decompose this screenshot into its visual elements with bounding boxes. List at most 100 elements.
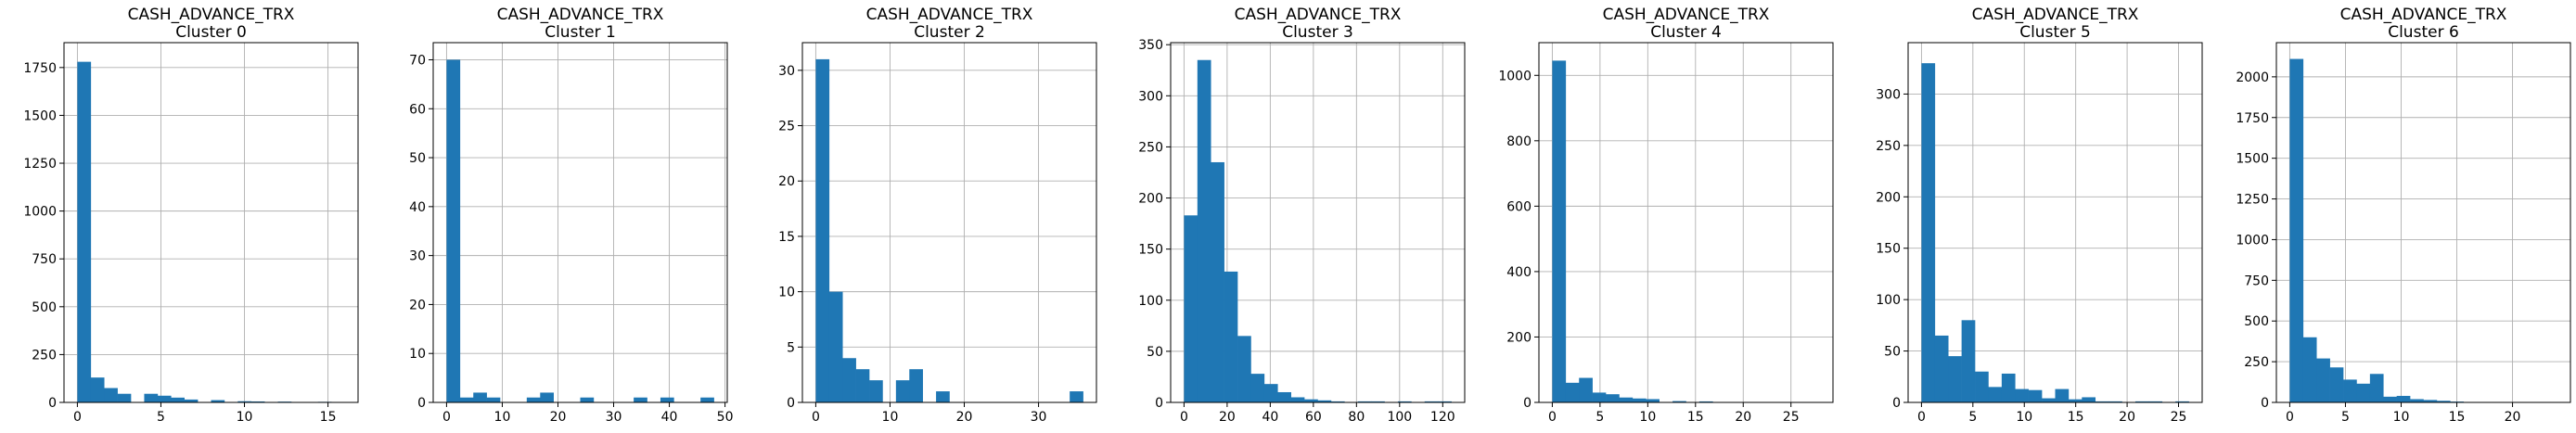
y-tick-label: 20 bbox=[409, 298, 426, 312]
histogram-bar bbox=[2055, 388, 2070, 402]
x-tick-label: 15 bbox=[2449, 410, 2466, 425]
histogram-bar bbox=[1250, 374, 1265, 402]
y-tick-label: 50 bbox=[409, 151, 426, 166]
y-tick-label: 1000 bbox=[1498, 69, 1532, 83]
x-tick-label: 5 bbox=[157, 410, 165, 425]
histogram-bar bbox=[815, 58, 830, 403]
x-tick-label: 30 bbox=[1031, 410, 1047, 425]
x-tick-label: 25 bbox=[1783, 410, 1800, 425]
histogram-bar bbox=[90, 377, 105, 402]
x-tick-label: 60 bbox=[1305, 410, 1322, 425]
histogram-bar bbox=[1424, 401, 1439, 402]
histogram-bar bbox=[580, 397, 595, 402]
y-tick-label: 0 bbox=[1892, 396, 1901, 411]
y-tick-label: 25 bbox=[778, 120, 795, 134]
y-tick-label: 1500 bbox=[23, 108, 57, 123]
y-tick-label: 40 bbox=[409, 200, 426, 215]
histogram-bar bbox=[211, 400, 225, 402]
y-tick-label: 250 bbox=[32, 348, 57, 363]
histogram-bar bbox=[446, 59, 461, 402]
histogram-bar bbox=[77, 61, 92, 402]
y-tick-label: 200 bbox=[1506, 330, 1532, 345]
y-tick-label: 2000 bbox=[2236, 70, 2269, 85]
histogram-bar bbox=[1975, 371, 1989, 402]
y-tick-label: 0 bbox=[2261, 396, 2269, 411]
x-tick-label: 20 bbox=[1735, 410, 1751, 425]
y-tick-label: 0 bbox=[1523, 396, 1532, 411]
y-tick-label: 200 bbox=[1876, 190, 1901, 205]
x-tick-label: 30 bbox=[606, 410, 622, 425]
x-tick-label: 10 bbox=[1639, 410, 1656, 425]
histogram-bar bbox=[1934, 335, 1949, 402]
histogram-bar bbox=[2134, 401, 2149, 402]
y-tick-label: 50 bbox=[1147, 345, 1163, 360]
histogram-bar bbox=[1211, 161, 1224, 402]
x-tick-label: 10 bbox=[882, 410, 899, 425]
x-tick-label: 25 bbox=[2171, 410, 2187, 425]
chart-title: CASH_ADVANCE_TRX bbox=[2340, 6, 2507, 24]
histogram-bar bbox=[1317, 400, 1332, 402]
y-tick-label: 800 bbox=[1506, 134, 1532, 149]
y-tick-label: 350 bbox=[1138, 38, 1163, 53]
y-tick-label: 300 bbox=[1138, 89, 1163, 104]
histogram-bar bbox=[1632, 398, 1647, 402]
histogram-bar bbox=[250, 401, 265, 402]
y-tick-label: 750 bbox=[32, 252, 57, 267]
chart-subtitle: Cluster 3 bbox=[1282, 23, 1353, 42]
x-tick-label: 20 bbox=[1219, 410, 1236, 425]
y-tick-label: 150 bbox=[1138, 243, 1163, 258]
histogram-bar bbox=[660, 397, 674, 402]
histogram-bar bbox=[936, 391, 950, 402]
x-tick-label: 15 bbox=[2068, 410, 2084, 425]
y-tick-label: 1000 bbox=[23, 205, 57, 220]
axes-frame bbox=[63, 42, 359, 403]
x-tick-label: 10 bbox=[2393, 410, 2410, 425]
x-tick-label: 5 bbox=[1968, 410, 1977, 425]
histogram-bar bbox=[909, 369, 923, 402]
chart-title: CASH_ADVANCE_TRX bbox=[1972, 6, 2139, 24]
histogram-bar bbox=[634, 397, 647, 402]
y-tick-label: 10 bbox=[409, 347, 426, 362]
histogram-bar bbox=[1606, 394, 1620, 402]
y-tick-label: 30 bbox=[778, 64, 795, 79]
x-tick-label: 20 bbox=[2119, 410, 2135, 425]
histogram-bar bbox=[1619, 397, 1634, 402]
histogram-bar bbox=[2108, 401, 2122, 402]
x-tick-label: 10 bbox=[494, 410, 511, 425]
y-tick-label: 60 bbox=[409, 102, 426, 117]
axes-frame bbox=[1538, 42, 1834, 403]
y-tick-label: 1500 bbox=[2236, 152, 2269, 167]
x-tick-label: 0 bbox=[442, 410, 451, 425]
x-tick-label: 5 bbox=[1596, 410, 1604, 425]
histogram-bar bbox=[473, 392, 487, 402]
histogram-bar bbox=[526, 397, 541, 402]
histogram-bar bbox=[1290, 397, 1305, 402]
histogram-bar bbox=[2001, 373, 2016, 402]
histogram-bar bbox=[144, 393, 159, 402]
x-tick-label: 5 bbox=[2341, 410, 2350, 425]
histogram-bar bbox=[171, 397, 185, 402]
histogram-bar bbox=[2015, 388, 2029, 402]
y-tick-label: 15 bbox=[778, 230, 795, 245]
chart-title: CASH_ADVANCE_TRX bbox=[1235, 6, 1402, 24]
axes-frame bbox=[2275, 42, 2571, 403]
y-tick-label: 5 bbox=[787, 340, 795, 355]
y-tick-label: 100 bbox=[1138, 294, 1163, 309]
axes-frame bbox=[1907, 42, 2203, 403]
histogram-bar bbox=[2343, 379, 2357, 402]
histogram-bar bbox=[1304, 399, 1318, 402]
x-tick-label: 120 bbox=[1430, 410, 1455, 425]
y-tick-label: 1250 bbox=[23, 157, 57, 172]
histogram-bar bbox=[2148, 401, 2163, 402]
histogram-bar bbox=[1330, 401, 1345, 402]
x-tick-label: 10 bbox=[2016, 410, 2032, 425]
histogram-bar bbox=[895, 380, 910, 402]
x-tick-label: 0 bbox=[73, 410, 82, 425]
axes-frame bbox=[432, 42, 728, 403]
histogram-bar bbox=[117, 393, 132, 402]
histogram-bar bbox=[2082, 397, 2096, 402]
x-tick-label: 0 bbox=[812, 410, 820, 425]
histogram-bar bbox=[1371, 401, 1385, 402]
